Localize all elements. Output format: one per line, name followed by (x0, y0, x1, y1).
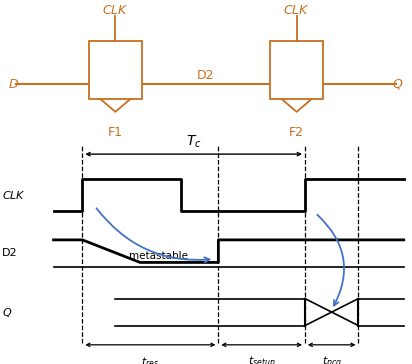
Text: D2: D2 (2, 248, 18, 258)
Text: $t_{pcq}$: $t_{pcq}$ (321, 355, 342, 364)
Text: $t_{setup}$: $t_{setup}$ (248, 355, 276, 364)
Text: $Q$: $Q$ (392, 78, 404, 91)
Text: $CLK$: $CLK$ (102, 4, 129, 17)
Text: $T_c$: $T_c$ (186, 133, 201, 150)
Text: $Q$: $Q$ (2, 306, 12, 318)
FancyArrowPatch shape (96, 208, 209, 262)
Text: D2: D2 (197, 69, 215, 82)
Text: F1: F1 (108, 126, 123, 139)
FancyArrowPatch shape (317, 215, 344, 306)
Text: $D$: $D$ (8, 78, 19, 91)
Text: $CLK$: $CLK$ (2, 189, 26, 201)
Text: F2: F2 (289, 126, 304, 139)
Bar (89, 41, 142, 99)
Text: $t_{res}$: $t_{res}$ (141, 355, 159, 364)
Text: metastable: metastable (129, 251, 188, 261)
Bar (270, 41, 323, 99)
Text: $CLK$: $CLK$ (283, 4, 310, 17)
